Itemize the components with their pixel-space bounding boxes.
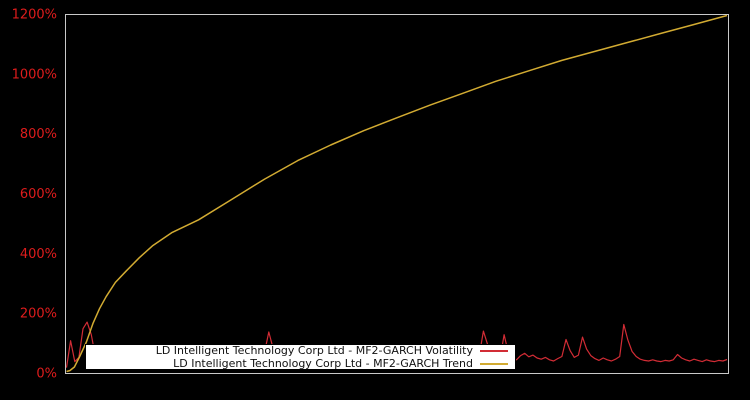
legend-item-trend: LD Intelligent Technology Corp Ltd - MF2… [86, 357, 508, 370]
y-tick-label: 800% [20, 127, 57, 142]
y-tick-label: 200% [20, 307, 57, 322]
y-tick-label: 1200% [12, 8, 57, 23]
legend: LD Intelligent Technology Corp Ltd - MF2… [85, 344, 516, 370]
trend-line-swatch [480, 362, 508, 365]
y-axis-tick-labels: 0% 200% 400% 600% 800% 1000% 1200% [12, 8, 57, 382]
legend-item-volatility: LD Intelligent Technology Corp Ltd - MF2… [86, 344, 508, 357]
legend-label-volatility: LD Intelligent Technology Corp Ltd - MF2… [155, 344, 473, 357]
y-tick-label: 0% [36, 367, 57, 382]
y-tick-label: 1000% [12, 67, 57, 82]
trend-line [66, 14, 728, 373]
y-tick-label: 400% [20, 247, 57, 262]
legend-label-trend: LD Intelligent Technology Corp Ltd - MF2… [173, 357, 473, 370]
plot-border [65, 14, 729, 374]
volatility-line-swatch [480, 349, 508, 352]
y-tick-label: 600% [20, 187, 57, 202]
series-lines [65, 14, 728, 373]
